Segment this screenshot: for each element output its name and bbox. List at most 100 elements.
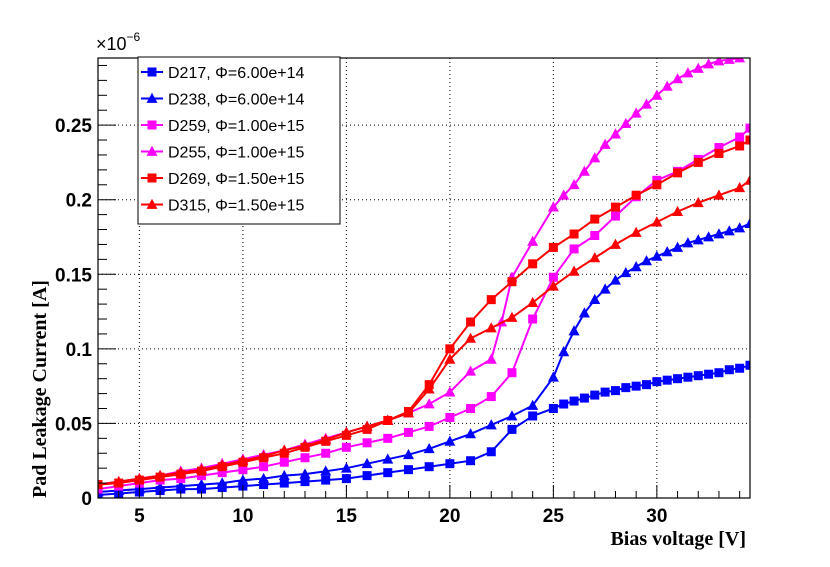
data-point [279, 478, 289, 488]
legend-entry: D255, Φ=1.00e+15 [141, 145, 305, 162]
data-point [113, 475, 125, 486]
data-point [466, 404, 476, 414]
data-point [589, 252, 601, 263]
data-point [714, 148, 724, 158]
x-tick-label: 25 [543, 506, 565, 527]
data-point [713, 58, 725, 66]
data-point [745, 135, 750, 145]
data-point [423, 443, 435, 454]
data-point [466, 456, 476, 466]
series-5 [98, 174, 750, 489]
data-point [620, 267, 632, 278]
data-point [423, 383, 435, 394]
data-point [609, 128, 621, 139]
data-point [682, 67, 694, 78]
data-point [568, 179, 580, 190]
data-point [621, 383, 631, 393]
data-point [528, 411, 538, 421]
x-tick-label: 5 [134, 506, 145, 527]
data-point [641, 255, 653, 266]
y-tick-label: 0 [81, 489, 92, 510]
data-point [259, 480, 269, 490]
data-point [651, 216, 663, 227]
data-point [444, 353, 456, 364]
legend-label: D238, Φ=6.00e+14 [168, 92, 305, 109]
data-point [723, 225, 735, 236]
data-point [466, 317, 476, 327]
data-point [321, 448, 331, 458]
data-point [175, 466, 187, 478]
legend-marker [147, 67, 157, 77]
data-point [568, 325, 580, 336]
data-point [609, 238, 621, 249]
data-point [238, 465, 248, 475]
data-point [507, 424, 517, 434]
data-point [278, 444, 290, 455]
data-point [507, 368, 517, 378]
data-point [569, 244, 579, 254]
data-point [714, 142, 724, 152]
data-point [683, 372, 693, 382]
data-point [465, 332, 477, 343]
data-point [300, 453, 310, 463]
legend-label: D255, Φ=1.00e+15 [168, 145, 305, 162]
data-point [506, 311, 518, 322]
legend-box [137, 56, 341, 225]
data-point [382, 453, 394, 464]
data-point [403, 427, 413, 437]
data-point [558, 189, 570, 200]
data-point [578, 165, 590, 176]
data-point [485, 322, 497, 333]
data-point [713, 189, 725, 200]
data-point [589, 152, 601, 163]
data-point [259, 462, 269, 472]
data-point [693, 371, 703, 381]
data-point [630, 107, 642, 118]
data-point [300, 477, 310, 487]
data-point [486, 295, 496, 305]
plot-frame [97, 57, 751, 499]
data-point [704, 369, 714, 379]
data-point [682, 237, 694, 248]
legend-marker [147, 120, 157, 130]
data-point [486, 392, 496, 402]
data-point [278, 469, 290, 481]
data-point [320, 434, 332, 445]
data-point [445, 459, 455, 469]
data-point [465, 365, 477, 376]
data-point [610, 202, 620, 212]
data-point [507, 277, 517, 287]
data-point [424, 421, 434, 431]
data-point [672, 73, 684, 84]
legend-marker [146, 92, 158, 103]
legend-entry: D259, Φ=1.00e+15 [141, 118, 305, 135]
data-point [745, 123, 750, 133]
legend-entry: D269, Φ=1.50e+15 [141, 171, 305, 188]
data-point [744, 217, 750, 228]
data-point [652, 377, 662, 387]
legend-label: D269, Φ=1.50e+15 [168, 171, 305, 188]
data-point [589, 293, 601, 305]
data-point [672, 205, 684, 217]
data-point [506, 410, 518, 421]
x-tick-label: 15 [336, 506, 358, 527]
data-point [341, 474, 351, 484]
data-point [547, 280, 559, 291]
data-point [383, 433, 393, 443]
data-point [745, 360, 750, 370]
data-point [485, 419, 497, 430]
data-point [672, 241, 684, 252]
data-point [548, 404, 558, 414]
y-scale-exponent: −6 [127, 30, 141, 44]
data-point [320, 465, 332, 476]
data-point [423, 398, 435, 409]
series-layer [98, 58, 750, 498]
data-point [630, 226, 642, 237]
data-point [651, 250, 663, 261]
data-point [744, 174, 750, 185]
data-point [527, 235, 539, 246]
data-point [568, 265, 580, 276]
legend-label: D217, Φ=6.00e+14 [168, 65, 305, 82]
data-point [445, 344, 455, 354]
data-point [424, 462, 434, 472]
